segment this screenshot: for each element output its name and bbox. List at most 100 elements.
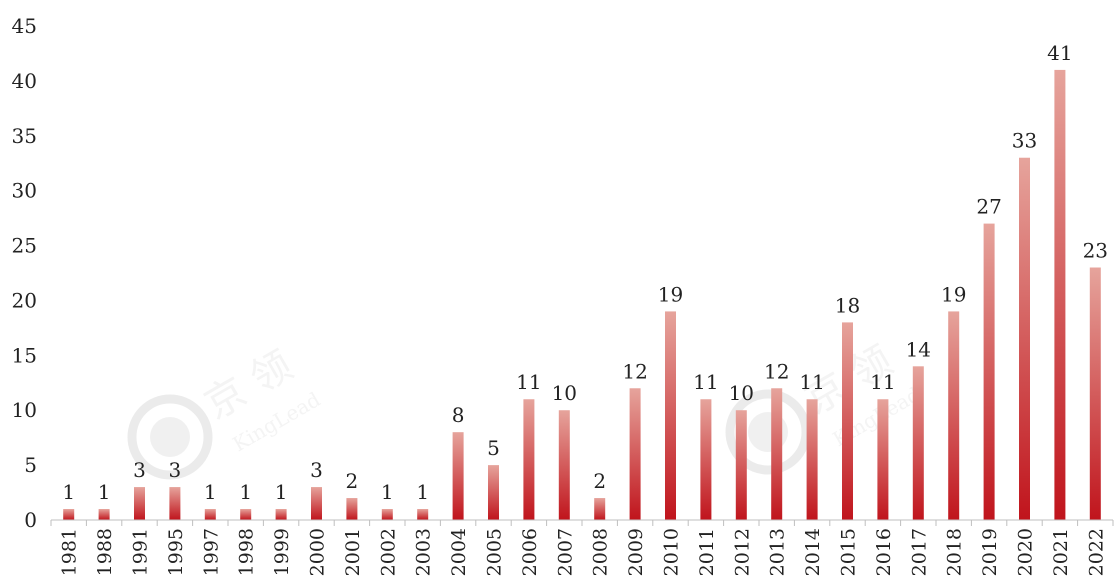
bar [700,399,712,520]
bar [1019,157,1030,520]
bar [204,509,216,520]
x-tick-label: 1995 [165,528,187,576]
x-tick-label: 2020 [1015,528,1037,576]
watermark-right: 京 领 KingLead [725,337,925,475]
bar [665,311,676,520]
bar [346,498,358,520]
x-tick-label: 2022 [1085,528,1107,576]
x-tick-label: 2016 [873,528,895,576]
x-tick-label: 2007 [554,528,576,576]
bar [842,322,853,520]
data-label: 27 [976,195,1001,219]
bar [983,223,995,520]
bar [452,432,464,520]
bar [594,498,606,520]
data-label: 3 [169,458,182,482]
x-tick-label: 2011 [696,528,718,576]
bar [488,465,499,520]
y-tick-label: 25 [12,234,37,258]
y-tick-label: 30 [12,179,37,203]
x-tick-label: 2018 [944,528,966,576]
y-tick-label: 10 [12,398,37,422]
data-label: 8 [452,403,465,427]
data-label: 12 [764,359,789,383]
bar [1089,267,1101,520]
data-label: 11 [870,370,895,394]
bar [735,410,747,520]
bar [98,509,110,520]
bar [381,509,393,520]
data-label: 41 [1047,41,1072,65]
y-tick-label: 5 [24,453,37,477]
data-label: 10 [729,381,754,405]
x-tick-label: 1981 [59,528,81,576]
x-tick-label: 1997 [200,528,222,576]
x-tick-label: 2006 [519,528,541,576]
data-label: 1 [275,480,288,504]
bar [275,509,287,520]
bar [877,399,889,520]
data-label: 19 [658,282,683,306]
data-label: 1 [381,480,394,504]
bar [629,388,641,520]
x-tick-label: 2004 [448,528,470,576]
x-tick-label: 1999 [271,528,293,576]
data-label: 3 [133,458,146,482]
data-label: 3 [310,458,323,482]
y-tick-label: 40 [12,69,37,93]
data-label: 1 [416,480,429,504]
bar [1054,69,1066,521]
x-tick-label: 2000 [307,528,329,576]
y-axis-ticks: 0 5 10 15 20 25 30 35 40 45 [12,14,37,532]
data-label: 1 [62,480,75,504]
y-tick-label: 45 [12,14,37,38]
x-tick-label: 2010 [661,528,683,576]
x-tick-label: 2021 [1050,528,1072,576]
data-label: 18 [835,293,860,317]
data-label: 2 [346,469,359,493]
x-tick-label: 2017 [908,528,930,576]
x-tick-label: 1991 [130,528,152,576]
x-tick-label: 2008 [590,528,612,576]
bar [63,509,75,520]
data-label: 11 [516,370,541,394]
x-tick-label: 2014 [802,528,824,576]
x-tick-label: 2019 [979,528,1001,576]
x-axis-ticks: 1981 1988 1991 1995 1997 1998 1999 2000 2001 2002… [50,520,1114,576]
data-label: 1 [204,480,217,504]
data-label: 5 [487,436,500,460]
data-label: 11 [799,370,824,394]
bar [558,410,570,520]
x-tick-label: 2012 [731,528,753,576]
x-tick-label: 2001 [342,528,364,576]
data-label: 23 [1083,239,1108,263]
bar [311,487,322,520]
y-tick-label: 35 [12,124,37,148]
data-label: 12 [622,359,647,383]
bar [134,487,145,520]
bar [523,399,535,520]
bar [417,509,429,520]
data-label: 19 [941,282,966,306]
x-tick-label: 2013 [767,528,789,576]
bar [806,399,818,520]
bar [240,509,252,520]
x-tick-label: 2005 [484,528,506,576]
x-tick-label: 2003 [413,528,435,576]
y-tick-label: 20 [12,288,37,312]
watermark-left: 京 领 KingLead [127,342,325,480]
x-tick-label: 2015 [838,528,860,576]
data-label: 14 [906,337,931,361]
data-label: 2 [593,469,606,493]
bar [948,311,960,520]
data-label: 1 [98,480,111,504]
data-label: 33 [1012,129,1037,153]
bars [63,69,1101,521]
bar [169,487,181,520]
x-tick-label: 2002 [377,528,399,576]
x-tick-label: 1998 [236,528,258,576]
y-tick-label: 15 [12,343,37,367]
bar [912,366,924,520]
x-tick-label: 2009 [625,528,647,576]
